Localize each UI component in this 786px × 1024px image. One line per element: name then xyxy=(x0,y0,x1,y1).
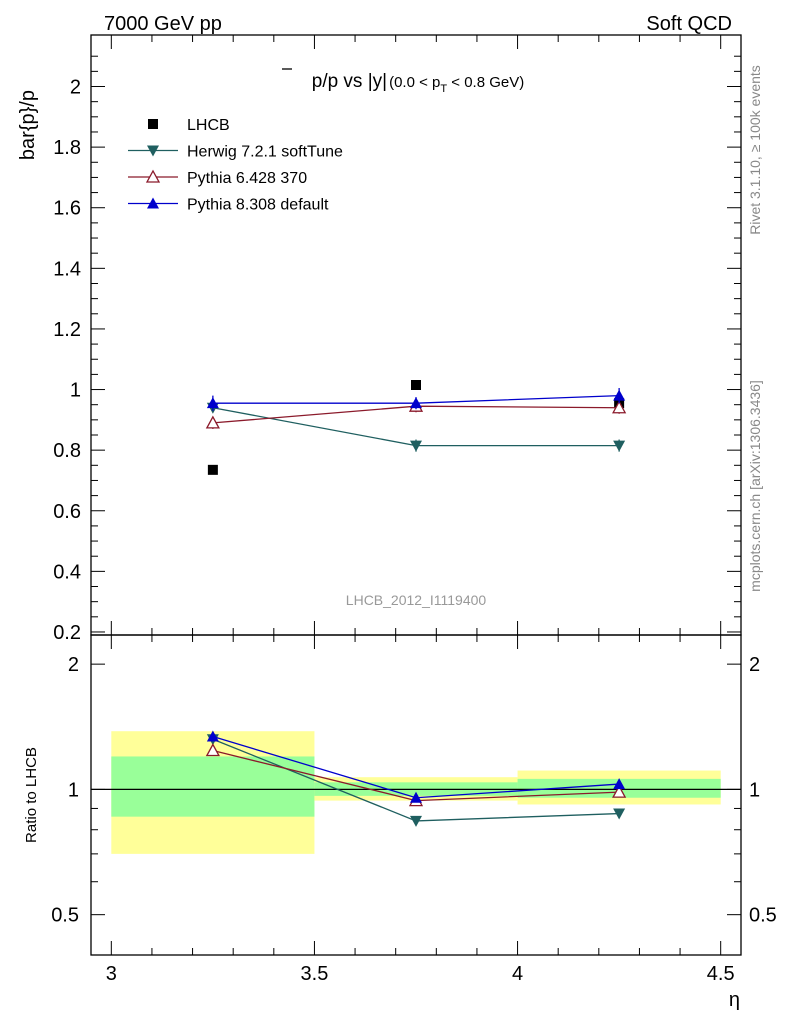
y-tick-label: 0.4 xyxy=(53,561,81,583)
x-tick-label: 4 xyxy=(512,963,523,985)
y-tick-label: 1.2 xyxy=(53,319,81,341)
x-tick-label: 4.5 xyxy=(707,963,735,985)
y-tick-label-left: 0.5 xyxy=(51,905,79,927)
data-point-pythia6 xyxy=(205,743,220,757)
ratio-xlabel: η xyxy=(729,989,740,1011)
legend-label-pythia8: Pythia 8.308 default xyxy=(187,197,329,214)
y-tick-label: 1.8 xyxy=(53,137,81,159)
y-tick-label-right: 1 xyxy=(749,779,760,801)
legend-label-pythia6: Pythia 6.428 370 xyxy=(187,170,307,187)
data-point-herwig xyxy=(410,815,422,827)
y-tick-label: 0.2 xyxy=(53,622,81,644)
data-point-pythia8 xyxy=(613,389,626,401)
ratio-panel-frame xyxy=(90,634,742,956)
ratio-ylabel: Ratio to LHCB xyxy=(23,747,40,843)
title-rest: /p vs |y| xyxy=(322,71,387,92)
x-tick-label: 3.5 xyxy=(301,963,329,985)
title-cut-open: (0.0 < p xyxy=(389,74,440,91)
main-series xyxy=(205,380,627,475)
data-point-pythia8 xyxy=(410,397,422,409)
uncertainty-band-green-0 xyxy=(111,756,315,817)
data-point-herwig xyxy=(613,440,626,452)
y-tick-label: 1.4 xyxy=(53,258,81,280)
y-tick-label: 1.6 xyxy=(53,198,81,220)
data-point-herwig xyxy=(613,808,626,820)
ratio-frame-rect xyxy=(90,634,742,956)
x-tick-label: 3 xyxy=(106,963,117,985)
main-ylabel: bar{p}/p xyxy=(17,90,39,160)
ratio-ticks: 3 3.5 4 4.5 0.5 0.5 1 1 2 2 xyxy=(51,635,777,985)
y-tick-label-right: 2 xyxy=(749,654,760,676)
analysis-watermark: LHCB_2012_I1119400 xyxy=(346,592,487,608)
y-tick-label: 0.8 xyxy=(53,440,81,462)
title-cut-sub: T xyxy=(440,83,447,95)
legend-label-lhcb: LHCB xyxy=(187,117,230,134)
data-point-pythia8 xyxy=(613,778,626,790)
mcplots-label: mcplots.cern.ch [arXiv:1306.3436] xyxy=(747,380,763,592)
y-tick-label: 0.6 xyxy=(53,501,81,523)
legend-marker-pythia8 xyxy=(147,197,159,209)
data-point-pythia8 xyxy=(410,791,422,803)
ratio-series xyxy=(205,730,627,827)
main-title: p/p vs |y| (0.0 < pT < 0.8 GeV) xyxy=(312,71,525,95)
header-energy: 7000 GeV pp xyxy=(104,13,222,35)
data-point-pythia6 xyxy=(612,784,627,798)
data-point-pythia6 xyxy=(612,400,627,414)
legend-marker-herwig xyxy=(147,145,159,157)
legend-marker-lhcb xyxy=(148,119,158,129)
y-tick-label-left: 1 xyxy=(68,779,79,801)
legend-label-herwig: Herwig 7.2.1 softTune xyxy=(187,144,343,161)
title-pbar: p xyxy=(312,71,323,92)
y-tick-label-left: 2 xyxy=(68,654,79,676)
main-ticks: 0.2 0.4 0.6 0.8 1 1.2 1.4 1.6 1.8 2 xyxy=(53,35,741,644)
header-category: Soft QCD xyxy=(646,13,732,35)
y-tick-label: 1 xyxy=(70,380,81,402)
title-cut-close: < 0.8 GeV) xyxy=(447,74,524,91)
y-tick-label-right: 0.5 xyxy=(749,905,777,927)
data-point-lhcb xyxy=(207,464,218,475)
data-point-pythia8 xyxy=(206,730,219,742)
legend-marker-pythia6 xyxy=(145,169,161,183)
data-point-pythia8 xyxy=(206,397,219,409)
data-point-herwig xyxy=(410,440,422,452)
data-point-lhcb xyxy=(411,380,421,390)
rivet-label: Rivet 3.1.10, ≥ 100k events xyxy=(747,65,763,235)
y-tick-label: 2 xyxy=(70,77,81,99)
data-point-pythia6 xyxy=(205,415,220,429)
legend: LHCB Herwig 7.2.1 softTune Pythia 6.428 37… xyxy=(128,117,343,214)
